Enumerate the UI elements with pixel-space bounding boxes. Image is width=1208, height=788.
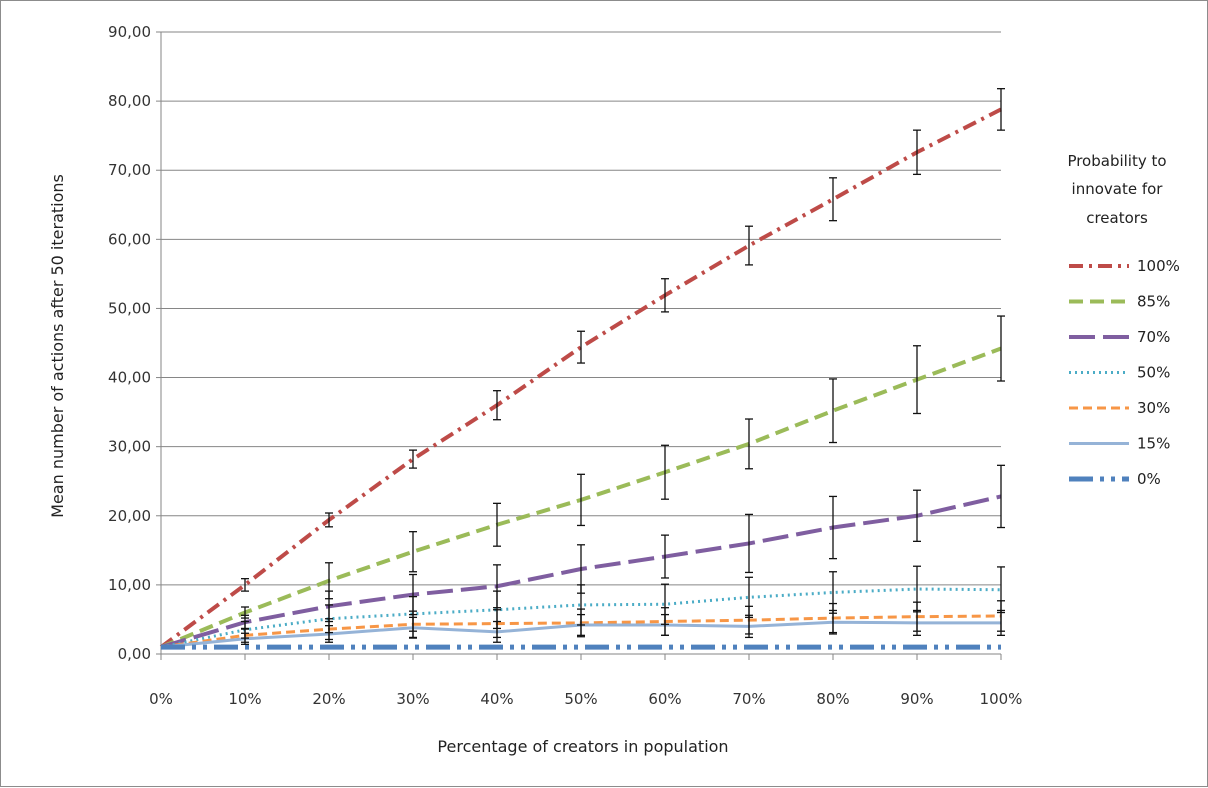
x-tick-label: 80% xyxy=(816,690,849,708)
legend-item: 100% xyxy=(1069,257,1180,275)
legend-item: 15% xyxy=(1069,435,1170,453)
error-bar xyxy=(661,534,669,579)
x-tick-label: 10% xyxy=(228,690,261,708)
error-bar xyxy=(997,464,1005,529)
error-bar xyxy=(493,390,501,421)
y-tick-label: 40,00 xyxy=(108,369,151,387)
x-tick-labels: 0% 10% 20% 30% 40% 50% 60% 70% 80% 90% 100% xyxy=(149,690,1022,708)
series-line-100pct xyxy=(159,107,1002,649)
x-tick-label: 60% xyxy=(648,690,681,708)
legend-label: 70% xyxy=(1137,328,1170,346)
error-bar xyxy=(829,495,837,560)
legend-label: 15% xyxy=(1137,435,1170,453)
error-bar xyxy=(409,616,417,639)
error-bar xyxy=(577,473,585,527)
legend-item: 50% xyxy=(1069,364,1170,382)
y-tick-label: 20,00 xyxy=(108,507,151,525)
error-bar xyxy=(493,502,501,547)
legend: Probability to innovate for creators 100… xyxy=(1067,152,1179,488)
legend-label: 30% xyxy=(1137,399,1170,417)
y-tick-label: 90,00 xyxy=(108,23,151,41)
y-tick-label: 50,00 xyxy=(108,299,151,317)
x-tick-label: 100% xyxy=(980,690,1023,708)
error-bar xyxy=(325,512,333,528)
x-tick-label: 50% xyxy=(564,690,597,708)
error-bar xyxy=(997,315,1005,382)
legend-label: 100% xyxy=(1137,257,1180,275)
error-bar xyxy=(829,378,837,444)
legend-item: 0% xyxy=(1069,470,1161,488)
x-tick-label: 40% xyxy=(480,690,513,708)
x-tick-label: 0% xyxy=(149,690,173,708)
y-tick-label: 0,00 xyxy=(118,645,151,663)
error-bar xyxy=(913,345,921,415)
error-bar xyxy=(745,225,753,266)
axes xyxy=(156,31,1002,660)
error-bar xyxy=(241,632,249,645)
legend-label: 0% xyxy=(1137,470,1161,488)
y-tick-label: 80,00 xyxy=(108,92,151,110)
error-bar xyxy=(325,625,333,643)
error-bar xyxy=(745,614,753,639)
legend-item: 70% xyxy=(1069,328,1170,346)
error-bar xyxy=(661,613,669,636)
y-tick-label: 70,00 xyxy=(108,161,151,179)
y-tick-label: 60,00 xyxy=(108,230,151,248)
legend-label: 85% xyxy=(1137,293,1170,311)
error-bars xyxy=(241,88,1005,645)
error-bar xyxy=(661,278,669,313)
error-bar xyxy=(409,531,417,573)
y-tick-labels: 0,00 10,00 20,00 30,00 40,00 50,00 60,00 70,00 8… xyxy=(108,23,151,663)
legend-item: 85% xyxy=(1069,293,1170,311)
error-bar xyxy=(913,609,921,636)
error-bar xyxy=(913,489,921,542)
error-bar xyxy=(661,444,669,500)
legend-item: 30% xyxy=(1069,399,1170,417)
y-tick-label: 30,00 xyxy=(108,438,151,456)
error-bar xyxy=(997,88,1005,131)
error-bar xyxy=(745,513,753,574)
x-tick-label: 30% xyxy=(396,690,429,708)
error-bar xyxy=(913,129,921,176)
legend-title-line-1: Probability to xyxy=(1067,152,1166,170)
error-bar xyxy=(577,613,585,636)
legend-label: 50% xyxy=(1137,364,1170,382)
error-bar xyxy=(409,449,417,469)
x-tick-label: 20% xyxy=(312,690,345,708)
error-bar xyxy=(997,609,1005,636)
x-tick-label: 90% xyxy=(900,690,933,708)
legend-title-line-2: innovate for xyxy=(1072,180,1164,198)
legend-title-line-3: creators xyxy=(1086,209,1148,227)
grid-lines xyxy=(161,31,1001,586)
x-axis-title: Percentage of creators in population xyxy=(437,737,728,756)
error-bar xyxy=(829,609,837,635)
error-bar xyxy=(829,177,837,222)
error-bar xyxy=(241,578,249,592)
error-bar xyxy=(745,418,753,470)
error-bar xyxy=(493,620,501,643)
y-tick-label: 10,00 xyxy=(108,576,151,594)
y-axis-title: Mean number of actions after 50 iteratio… xyxy=(48,174,67,518)
error-bar xyxy=(577,330,585,364)
x-tick-label: 70% xyxy=(732,690,765,708)
series-line-50pct xyxy=(160,587,1002,649)
